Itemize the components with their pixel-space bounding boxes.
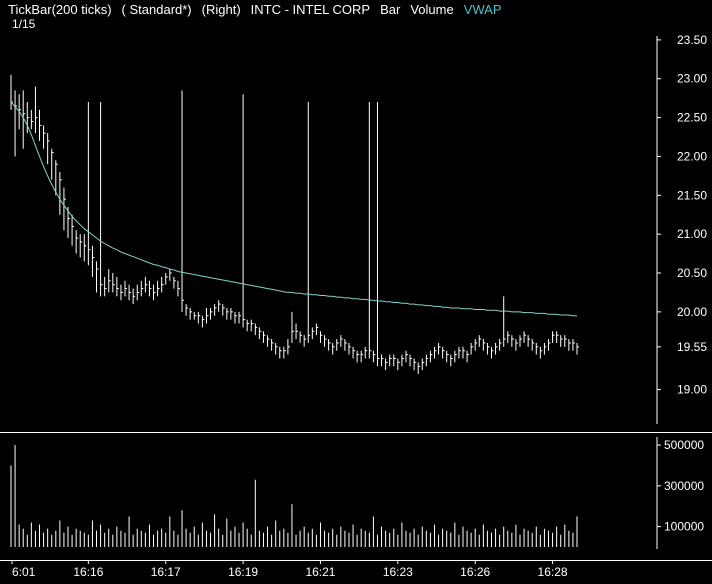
axis-side-label: (Right) bbox=[201, 2, 241, 17]
volume-y-tick-label: 300000 bbox=[664, 479, 704, 493]
x-tick-label: 6:01 bbox=[12, 565, 36, 579]
price-y-tick-label: 22.00 bbox=[677, 149, 707, 163]
volume-item-label: Volume bbox=[410, 2, 454, 17]
price-y-tick-label: 19.55 bbox=[677, 340, 707, 354]
price-y-tick-label: 19.00 bbox=[677, 383, 707, 397]
price-y-tick-label: 21.00 bbox=[677, 227, 707, 241]
x-tick-label: 16:26 bbox=[460, 565, 490, 579]
volume-y-tick-label: 100000 bbox=[664, 520, 704, 534]
volume-y-tick-label: 500000 bbox=[664, 438, 704, 452]
mode-label: ( Standard*) bbox=[121, 2, 192, 17]
date-label: 1/15 bbox=[12, 17, 36, 31]
x-tick-label: 16:17 bbox=[151, 565, 181, 579]
vwap-line bbox=[10, 101, 577, 317]
chart-header: TickBar(200 ticks) ( Standard*) (Right) INT… bbox=[8, 2, 512, 17]
price-y-tick-label: 23.00 bbox=[677, 72, 707, 86]
price-y-tick-label: 20.50 bbox=[677, 266, 707, 280]
symbol-label: INTC - INTEL CORP bbox=[250, 2, 371, 17]
bar-item-label: Bar bbox=[380, 2, 401, 17]
price-y-tick-label: 21.50 bbox=[677, 188, 707, 202]
vwap-indicator-label: VWAP bbox=[463, 2, 502, 17]
price-y-tick-label: 20.00 bbox=[677, 305, 707, 319]
x-tick-label: 16:16 bbox=[73, 565, 103, 579]
price-y-tick-label: 23.50 bbox=[677, 33, 707, 47]
x-tick-label: 16:28 bbox=[538, 565, 568, 579]
x-tick-label: 16:19 bbox=[228, 565, 258, 579]
x-tick-label: 16:21 bbox=[305, 565, 335, 579]
price-y-tick-label: 22.50 bbox=[677, 111, 707, 125]
x-tick-label: 16:23 bbox=[383, 565, 413, 579]
bar-type-label: TickBar(200 ticks) bbox=[8, 2, 112, 17]
